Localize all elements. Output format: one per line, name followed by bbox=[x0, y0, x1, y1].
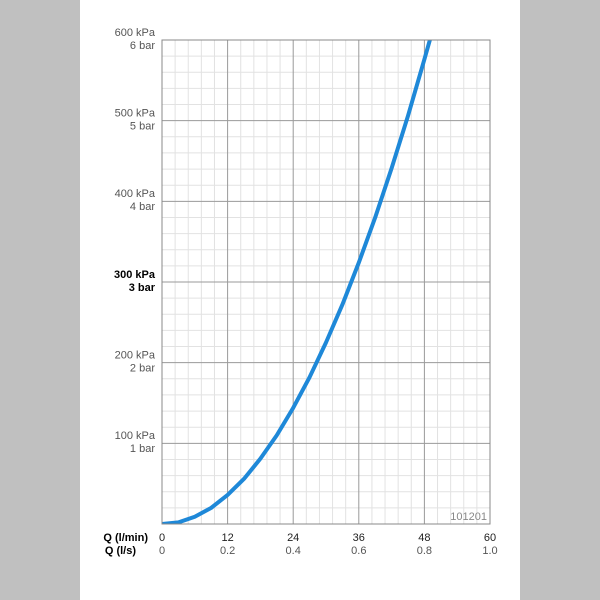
curve bbox=[162, 40, 432, 524]
x2-tick-label: 1.0 bbox=[482, 545, 497, 557]
x-tick-label: 36 bbox=[353, 532, 365, 544]
y2-tick-label: 3 bar bbox=[129, 282, 156, 294]
y2-tick-label: 4 bar bbox=[130, 201, 155, 213]
y2-tick-label: 5 bar bbox=[130, 121, 155, 133]
x-axis-label: Q (l/min) bbox=[103, 532, 148, 544]
page-background bbox=[80, 0, 520, 600]
y-tick-label: 200 kPa bbox=[115, 350, 156, 362]
y-tick-label: 400 kPa bbox=[115, 188, 156, 200]
x2-tick-label: 0.4 bbox=[286, 545, 301, 557]
plot bbox=[162, 40, 432, 524]
x2-tick-label: 0.8 bbox=[417, 545, 432, 557]
y-tick-label: 300 kPa bbox=[114, 269, 156, 281]
x-tick-label: 60 bbox=[484, 532, 496, 544]
x-tick-label: 0 bbox=[159, 532, 165, 544]
x-tick-label: 12 bbox=[221, 532, 233, 544]
y2-tick-label: 6 bar bbox=[130, 40, 155, 52]
x2-tick-label: 0.2 bbox=[220, 545, 235, 557]
y2-tick-label: 1 bar bbox=[130, 443, 155, 455]
y2-tick-label: 2 bar bbox=[130, 363, 155, 375]
x-tick-label: 48 bbox=[418, 532, 430, 544]
x-tick-label: 24 bbox=[287, 532, 299, 544]
x2-axis-label: Q (l/s) bbox=[105, 545, 137, 557]
y-tick-label: 500 kPa bbox=[115, 108, 156, 120]
y-tick-label: 100 kPa bbox=[115, 430, 156, 442]
plot-frame bbox=[161, 39, 491, 525]
y-tick-label: 600 kPa bbox=[115, 27, 156, 39]
annotation: 101201 bbox=[450, 511, 487, 523]
x2-tick-label: 0.6 bbox=[351, 545, 366, 557]
x2-tick-label: 0 bbox=[159, 545, 165, 557]
